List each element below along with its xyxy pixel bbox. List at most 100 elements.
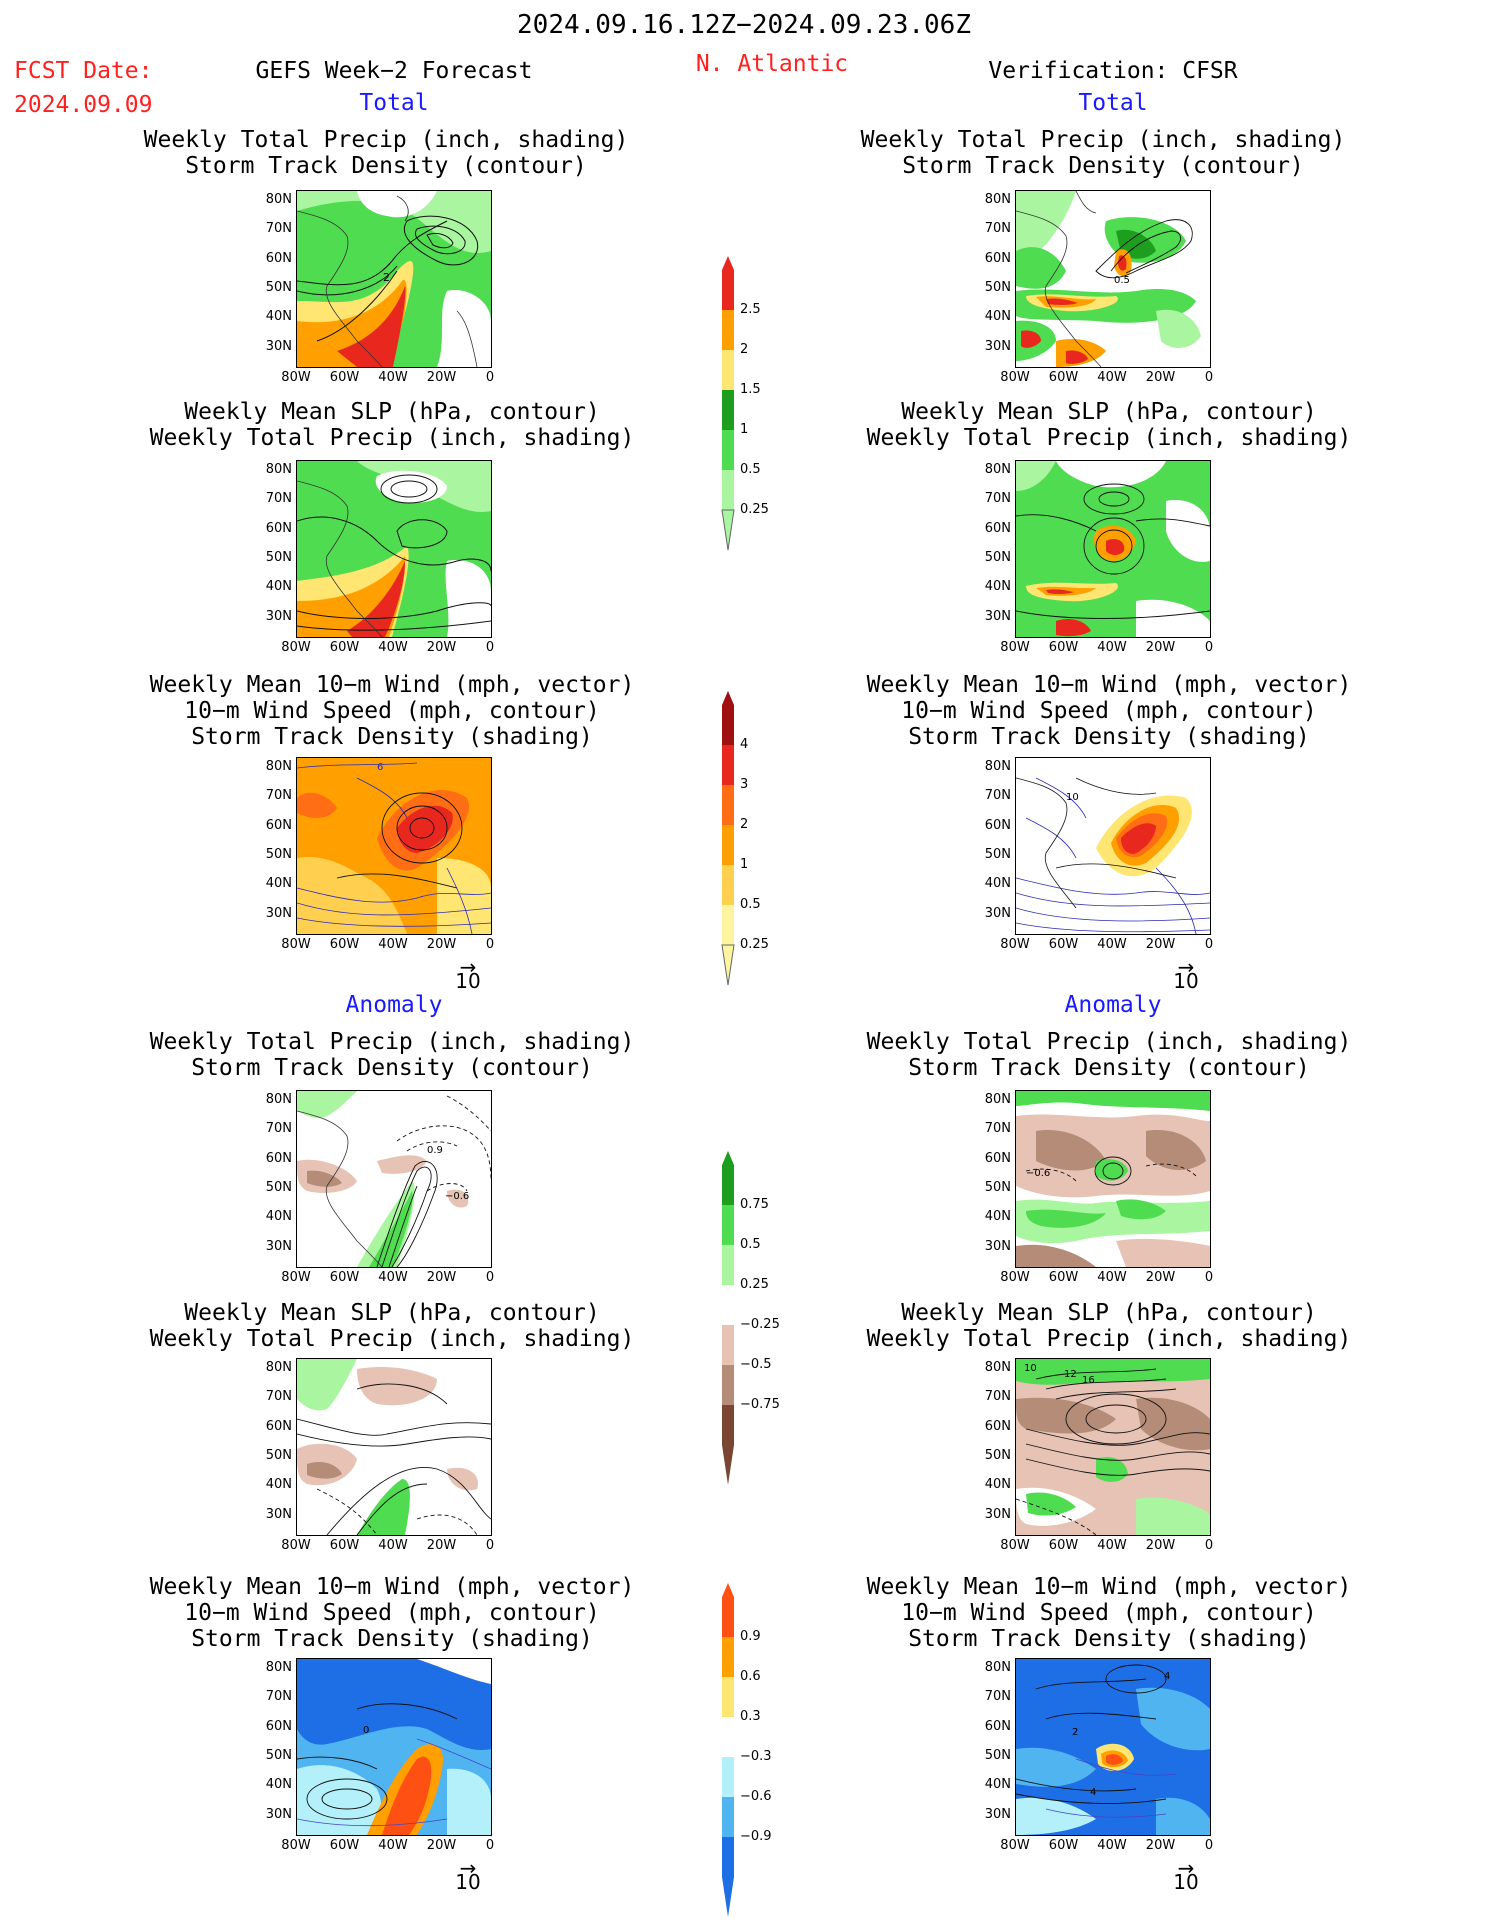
colorbar-label: 2.5 bbox=[740, 302, 761, 317]
lat-tick-label: 40N bbox=[984, 1477, 1011, 1493]
lat-tick-label: 40N bbox=[984, 579, 1011, 595]
lon-tick-label: 80W bbox=[281, 370, 311, 385]
colorbar-segment bbox=[722, 1677, 734, 1717]
colorbar-segment bbox=[722, 905, 734, 945]
vector-ref-fc-anom: → 10 bbox=[448, 1856, 488, 1894]
lon-tick-label: 40W bbox=[1097, 1538, 1127, 1553]
lat-tick-label: 80N bbox=[265, 1360, 292, 1375]
map-obs-wind-total: 10 bbox=[1015, 757, 1211, 935]
lat-tick-label: 50N bbox=[984, 1447, 1011, 1463]
lat-tick-label: 60N bbox=[265, 250, 292, 266]
contour-label: 0.9 bbox=[427, 1145, 443, 1156]
lat-tick-label: 50N bbox=[265, 1747, 292, 1763]
lon-tick-label: 20W bbox=[1145, 937, 1176, 952]
lat-tick-label: 80N bbox=[984, 192, 1011, 207]
colorbar-label: 0.25 bbox=[740, 1277, 769, 1292]
colorbar-precip_anom bbox=[720, 1151, 736, 1495]
lon-tick-label: 40W bbox=[378, 1838, 408, 1853]
lat-tick-label: 70N bbox=[265, 1689, 292, 1705]
lat-tick-label: 60N bbox=[984, 520, 1011, 536]
lon-tick-label: 20W bbox=[426, 640, 457, 655]
colorbar-segment bbox=[722, 1285, 734, 1325]
lat-tick-label: 60N bbox=[984, 1418, 1011, 1434]
lon-tick-label: 60W bbox=[329, 370, 360, 385]
title-fc-slp-anom: Weekly Mean SLP (hPa, contour) Weekly Tot… bbox=[149, 1300, 635, 1352]
contour-label: 2 bbox=[383, 271, 390, 284]
lat-tick-label: 80N bbox=[265, 192, 292, 207]
contour-label: 4 bbox=[1164, 1671, 1170, 1682]
colorbar-label: 0.5 bbox=[740, 1237, 761, 1252]
colorbar-segment bbox=[722, 1637, 734, 1677]
lat-tick-label: 70N bbox=[984, 1389, 1011, 1405]
lat-tick-label: 40N bbox=[265, 1209, 292, 1225]
colorbar-segment bbox=[722, 1797, 734, 1837]
lon-tick-label: 60W bbox=[329, 1270, 360, 1285]
lat-tick-label: 40N bbox=[984, 876, 1011, 892]
map-fc-precip-anom: 0.9 −0.6 bbox=[296, 1090, 492, 1268]
lon-tick-label: 0 bbox=[1204, 1838, 1214, 1853]
colorbar-top-arrow bbox=[722, 1151, 734, 1165]
lat-tick-label: 30N bbox=[984, 1506, 1011, 1522]
contour-label: 12 bbox=[1064, 1369, 1077, 1380]
lon-tick-label: 20W bbox=[1145, 1270, 1176, 1285]
colorbar-segment bbox=[722, 1365, 734, 1405]
colorbar-segment bbox=[722, 350, 734, 390]
contour-label: 10 bbox=[1024, 1363, 1037, 1374]
lat-tick-label: 80N bbox=[265, 759, 292, 774]
colorbar-segment bbox=[722, 310, 734, 350]
title-fc-wind-anom: Weekly Mean 10−m Wind (mph, vector) 10−m … bbox=[149, 1574, 635, 1652]
lat-tick-label: 50N bbox=[984, 549, 1011, 565]
vector-arrow-icon: → bbox=[1177, 955, 1195, 979]
colorbar-label: 2 bbox=[740, 342, 749, 357]
colorbar-bottom-arrow bbox=[722, 1445, 734, 1485]
lon-tick-label: 40W bbox=[378, 370, 408, 385]
lon-tick-label: 60W bbox=[1048, 1270, 1079, 1285]
colorbar-label: −0.3 bbox=[740, 1749, 772, 1764]
vector-arrow-icon: → bbox=[1177, 1856, 1195, 1880]
lon-tick-label: 20W bbox=[1145, 640, 1176, 655]
map-fc-wind-total: 6 bbox=[296, 757, 492, 935]
colorbar-segment bbox=[722, 1165, 734, 1205]
contour-label: 6 bbox=[377, 762, 383, 773]
lon-tick-label: 0 bbox=[1204, 370, 1214, 385]
lat-tick-label: 50N bbox=[984, 1179, 1011, 1195]
colorbar-segment bbox=[722, 1325, 734, 1365]
lat-tick-label: 60N bbox=[265, 1418, 292, 1434]
colorbar-segment bbox=[722, 1597, 734, 1637]
title-obs-precip-total: Weekly Total Precip (inch, shading) Storm… bbox=[860, 127, 1346, 179]
lon-tick-label: 20W bbox=[426, 937, 457, 952]
contour-label: 2 bbox=[1072, 1727, 1078, 1738]
lat-tick-label: 70N bbox=[984, 491, 1011, 507]
lat-tick-label: 80N bbox=[984, 1092, 1011, 1107]
title-obs-slp-anom: Weekly Mean SLP (hPa, contour) Weekly Tot… bbox=[866, 1300, 1352, 1352]
colorbar-top-arrow bbox=[722, 1583, 734, 1597]
colorbar-segment bbox=[722, 1837, 734, 1877]
title-fc-slp-total: Weekly Mean SLP (hPa, contour) Weekly Tot… bbox=[149, 399, 635, 451]
map-fc-slp-anom bbox=[296, 1358, 492, 1536]
colorbar-bottom-arrow bbox=[721, 509, 735, 551]
colorbar-bottom-arrow bbox=[721, 944, 735, 986]
colorbar-label: 1 bbox=[740, 857, 749, 872]
map-obs-precip-total: 0.5 bbox=[1015, 190, 1211, 368]
lat-tick-label: 60N bbox=[984, 1718, 1011, 1734]
lon-tick-label: 80W bbox=[1000, 1270, 1030, 1285]
colorbar-top-arrow bbox=[722, 691, 734, 705]
lon-tick-label: 60W bbox=[1048, 370, 1079, 385]
colorbar-label: 2 bbox=[740, 817, 749, 832]
lat-tick-label: 70N bbox=[265, 788, 292, 804]
colorbar-label: −0.9 bbox=[740, 1829, 772, 1844]
lon-tick-label: 0 bbox=[1204, 937, 1214, 952]
lat-tick-label: 70N bbox=[984, 1689, 1011, 1705]
lat-tick-label: 40N bbox=[265, 579, 292, 595]
colorbar-label: −0.5 bbox=[740, 1357, 772, 1372]
colorbar-label: 0.25 bbox=[740, 937, 769, 952]
lat-tick-label: 40N bbox=[984, 1777, 1011, 1793]
vector-ref-obs-total: → 10 bbox=[1166, 955, 1206, 993]
lon-tick-label: 80W bbox=[281, 1270, 311, 1285]
lat-tick-label: 30N bbox=[984, 905, 1011, 921]
vector-ref-fc-total: → 10 bbox=[448, 955, 488, 993]
lon-tick-label: 80W bbox=[281, 1838, 311, 1853]
lat-tick-label: 30N bbox=[265, 1238, 292, 1254]
contour-label: −0.6 bbox=[445, 1191, 469, 1202]
lat-tick-label: 30N bbox=[984, 1238, 1011, 1254]
